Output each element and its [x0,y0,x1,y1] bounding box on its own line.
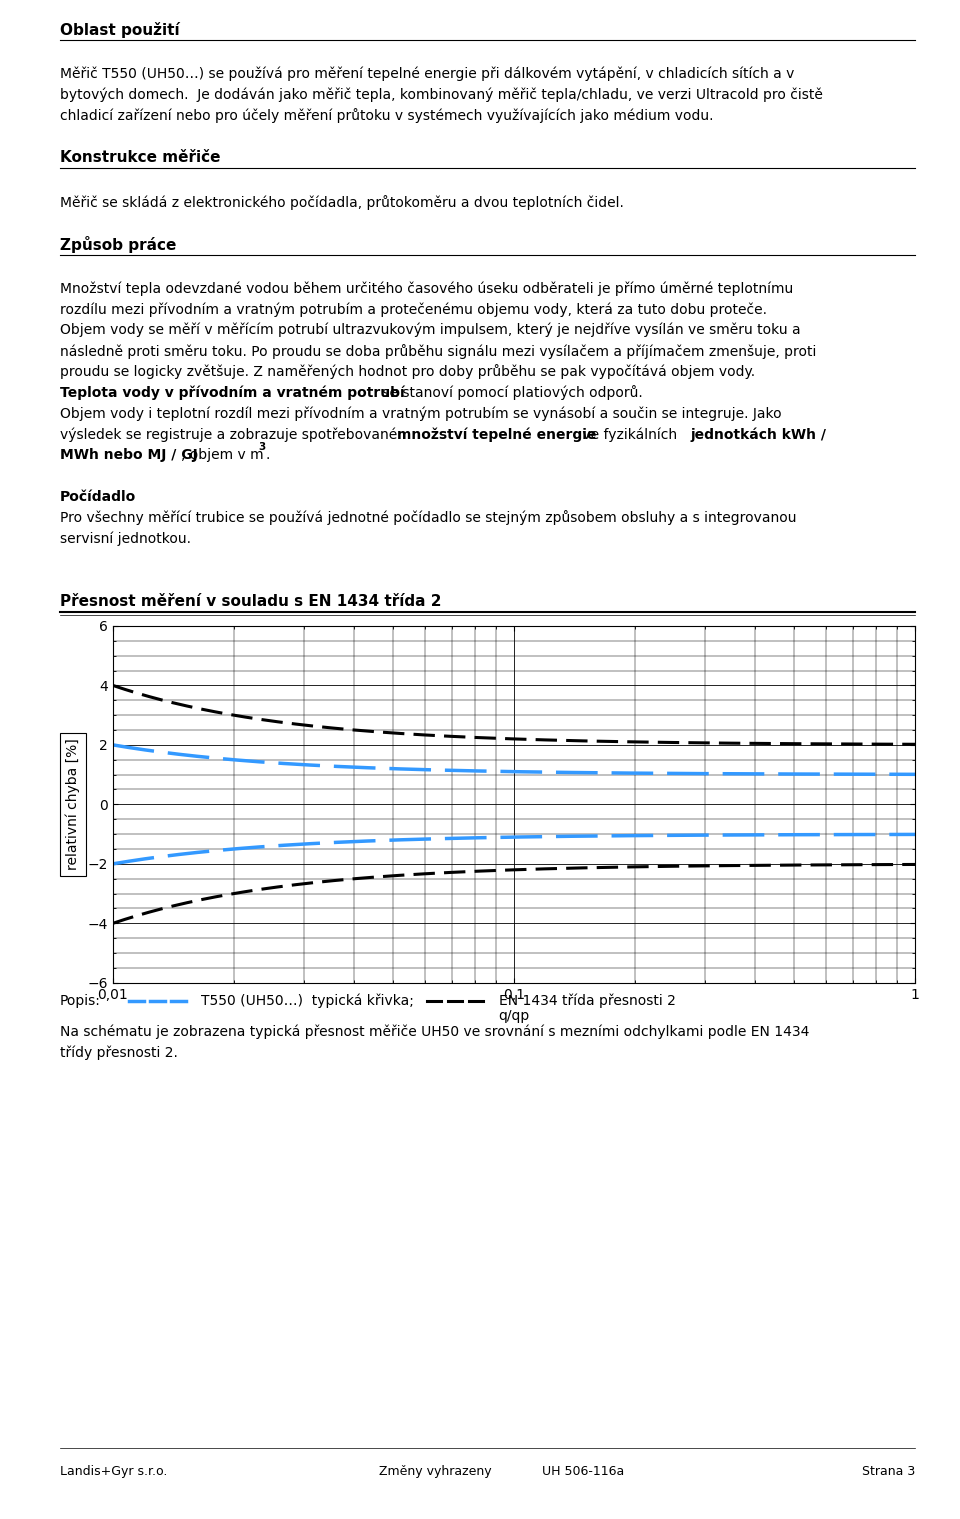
Text: EN 1434 třída přesnosti 2: EN 1434 třída přesnosti 2 [499,993,676,1009]
Text: množství tepelné energie: množství tepelné energie [396,427,596,442]
Text: Oblast použití: Oblast použití [60,21,180,38]
Text: servisní jednotkou.: servisní jednotkou. [60,532,191,545]
Text: Popis:: Popis: [60,993,101,1009]
Text: chladicí zařízení nebo pro účely měření průtoku v systémech využívajících jako m: chladicí zařízení nebo pro účely měření … [60,108,713,123]
Text: Konstrukce měřiče: Konstrukce měřiče [60,150,221,166]
Text: následně proti směru toku. Po proudu se doba průběhu signálu mezi vysílačem a př: následně proti směru toku. Po proudu se … [60,343,816,358]
Text: T550 (UH50…)  typická křivka;: T550 (UH50…) typická křivka; [202,993,414,1009]
Text: Měřič se skládá z elektronického počídadla, průtokoměru a dvou teplotních čidel.: Měřič se skládá z elektronického počídad… [60,194,624,210]
Text: Objem vody i teplotní rozdíl mezi přívodním a vratným potrubím se vynásobí a sou: Objem vody i teplotní rozdíl mezi přívod… [60,406,781,421]
Text: Na schématu je zobrazena typická přesnost měřiče UH50 ve srovnání s mezními odch: Na schématu je zobrazena typická přesnos… [60,1024,809,1039]
Text: rozdílu mezi přívodním a vratným potrubím a protečenému objemu vody, která za tu: rozdílu mezi přívodním a vratným potrubí… [60,302,767,316]
Text: proudu se logicky zvětšuje. Z naměřených hodnot pro doby průběhu se pak vypočítá: proudu se logicky zvětšuje. Z naměřených… [60,365,756,380]
Text: Způsob práce: Způsob práce [60,237,177,254]
Text: Přesnost měření v souladu s EN 1434 třída 2: Přesnost měření v souladu s EN 1434 tříd… [60,594,442,609]
Text: Teplota vody v přívodním a vratném potrubí: Teplota vody v přívodním a vratném potru… [60,386,404,399]
Text: se stanoví pomocí platiových odporů.: se stanoví pomocí platiových odporů. [378,386,642,401]
Text: Změny vyhrazeny: Změny vyhrazeny [379,1464,492,1478]
Text: bytových domech.  Je dodáván jako měřič tepla, kombinovaný měřič tepla/chladu, v: bytových domech. Je dodáván jako měřič t… [60,88,823,102]
Text: Počídadlo: Počídadlo [60,489,136,503]
Text: MWh nebo MJ / GJ: MWh nebo MJ / GJ [60,448,198,462]
Text: Měřič T550 (UH50…) se používá pro měření tepelné energie při dálkovém vytápění, : Měřič T550 (UH50…) se používá pro měření… [60,67,794,81]
Text: ve fyzikálních: ve fyzikálních [578,427,682,442]
Text: Množství tepla odevzdané vodou během určitého časového úseku odběrateli je přímo: Množství tepla odevzdané vodou během urč… [60,281,793,296]
Text: výsledek se registruje a zobrazuje spotřebované: výsledek se registruje a zobrazuje spotř… [60,427,401,442]
Text: .: . [266,448,270,462]
Text: třídy přesnosti 2.: třídy přesnosti 2. [60,1045,178,1060]
Text: 3: 3 [258,442,266,453]
Text: , objem v m: , objem v m [181,448,264,462]
Text: Landis+Gyr s.r.o.: Landis+Gyr s.r.o. [60,1464,167,1478]
Text: Strana 3: Strana 3 [862,1464,915,1478]
Text: Pro všechny měřící trubice se používá jednotné počídadlo se stejným způsobem obs: Pro všechny měřící trubice se používá je… [60,510,797,526]
Text: UH 506-116a: UH 506-116a [542,1464,625,1478]
Y-axis label: relativní chyba [%]: relativní chyba [%] [66,738,81,870]
Text: Objem vody se měří v měřícím potrubí ultrazvukovým impulsem, který je nejdříve v: Objem vody se měří v měřícím potrubí ult… [60,324,801,337]
X-axis label: q/qp: q/qp [498,1009,530,1022]
Text: jednotkách kWh /: jednotkách kWh / [690,427,827,442]
